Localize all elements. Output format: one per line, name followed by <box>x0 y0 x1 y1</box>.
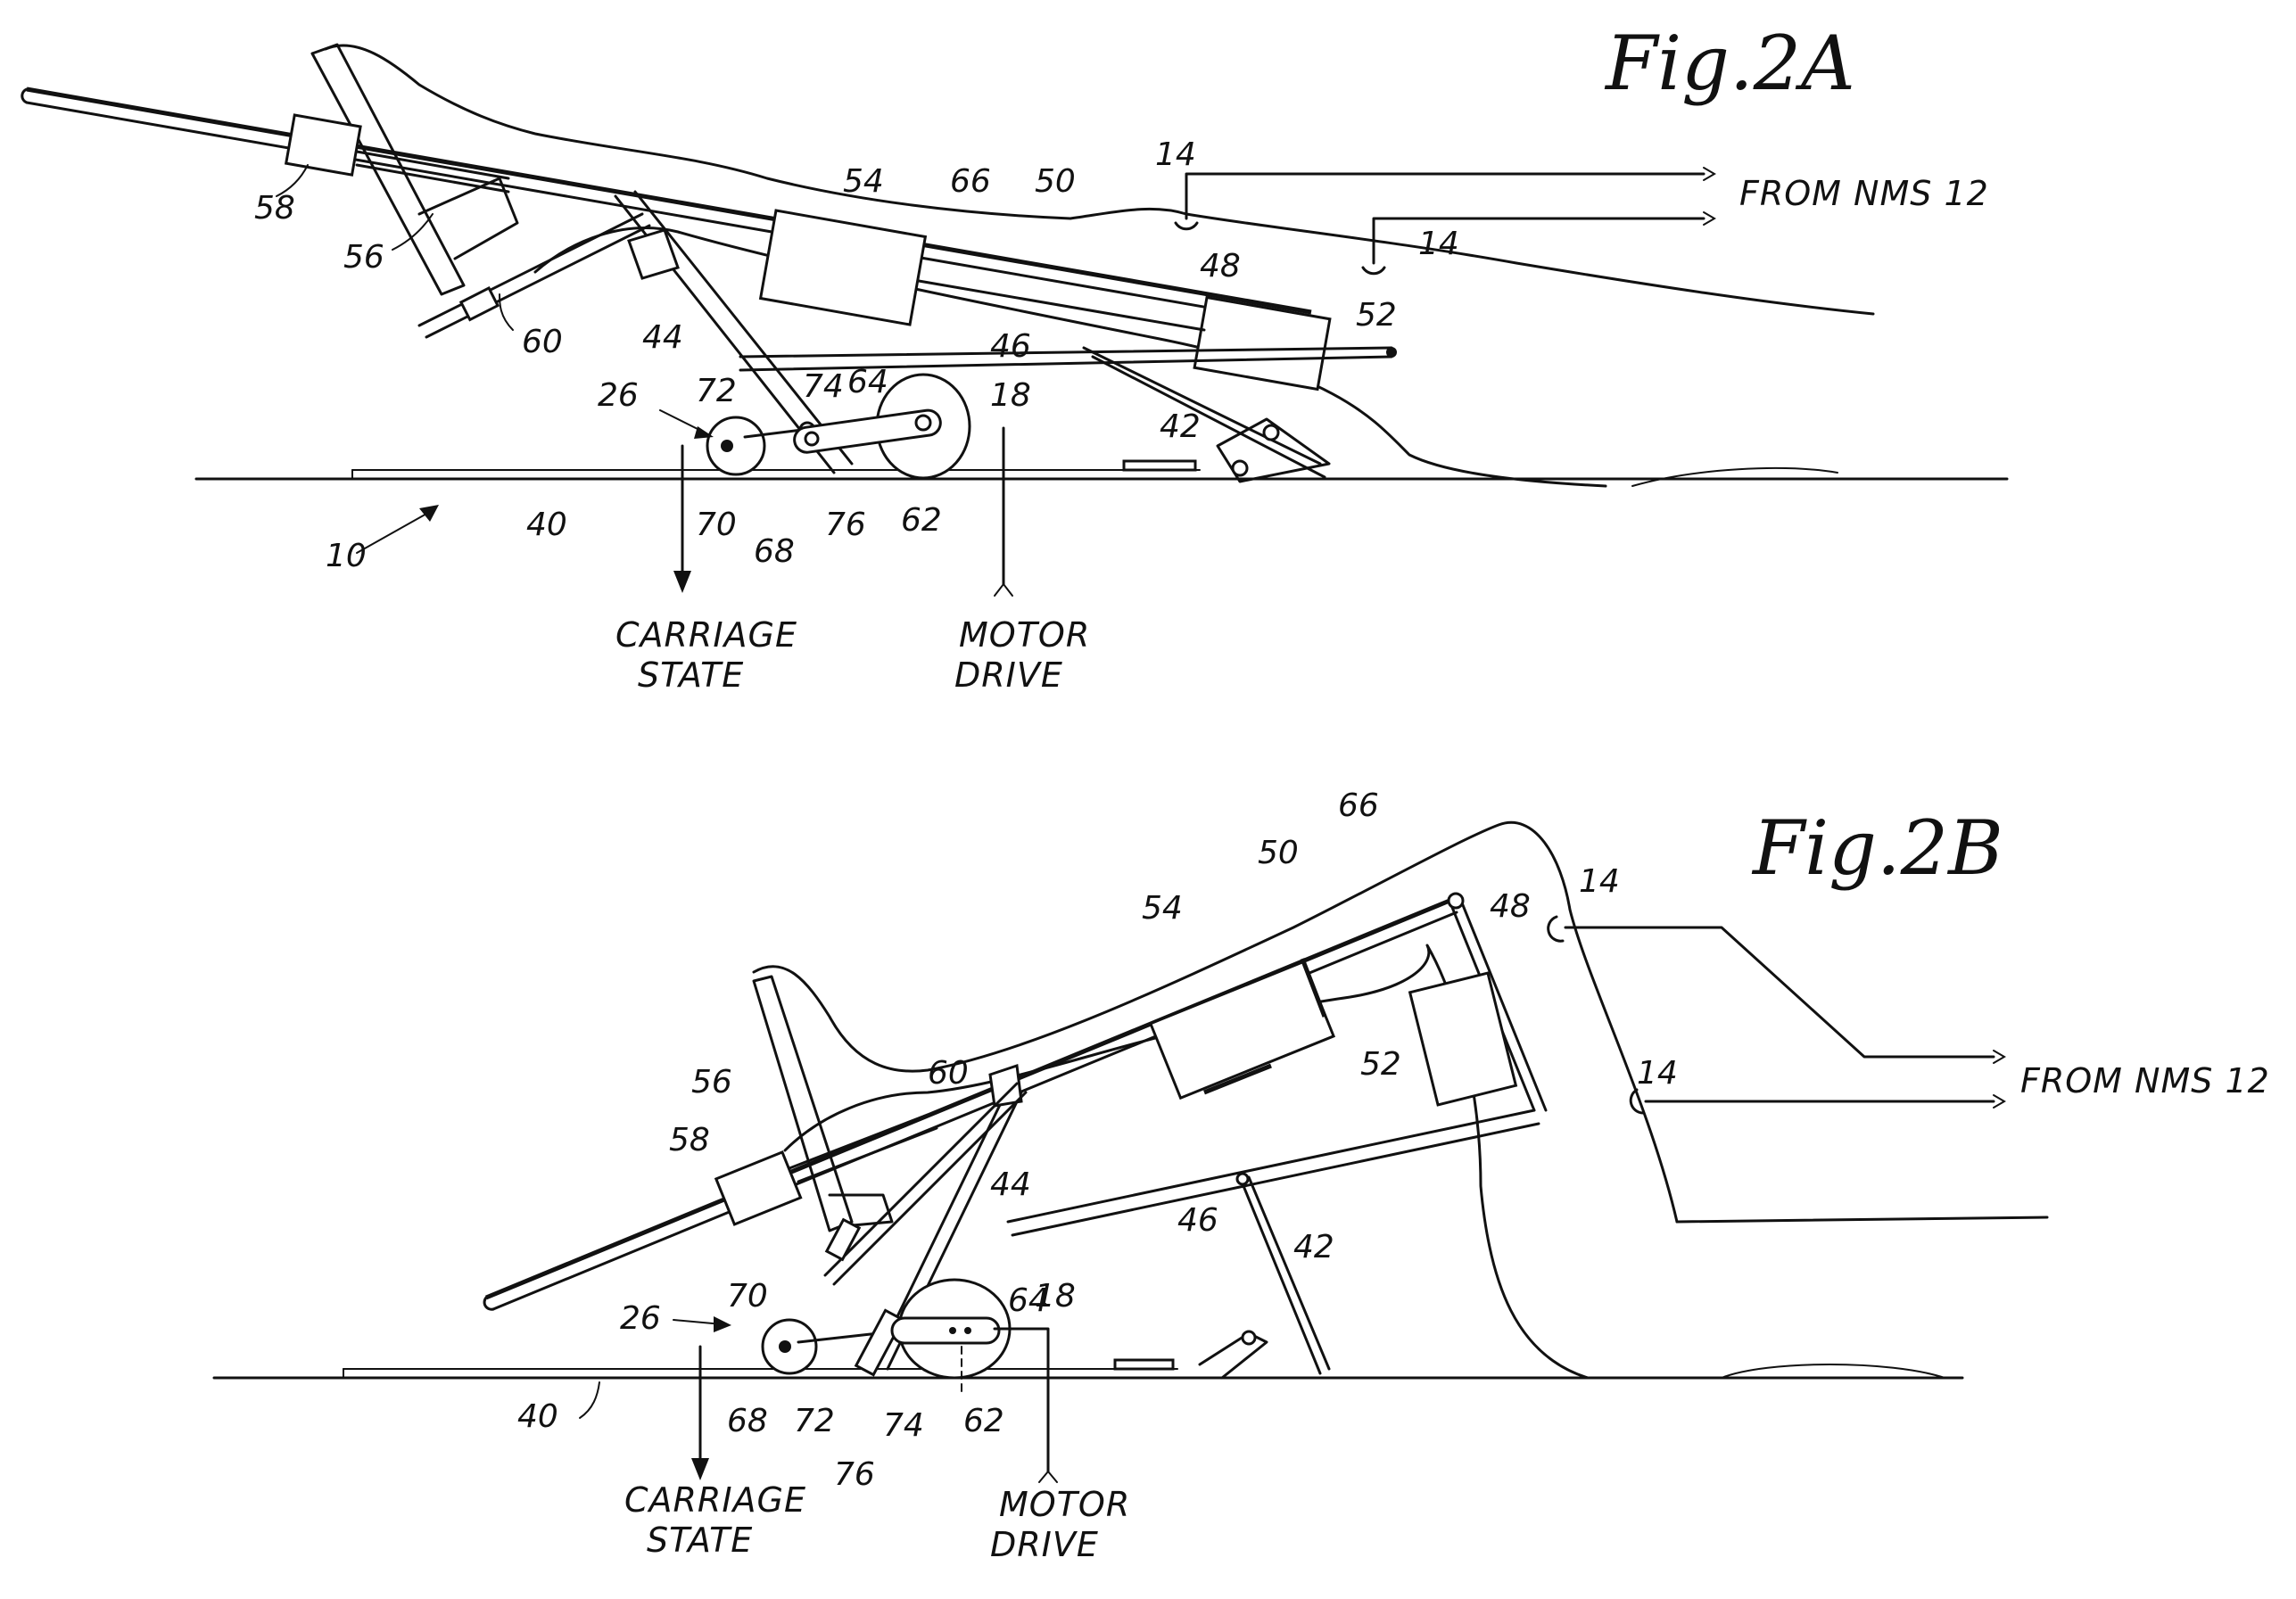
label-58-b: 58 <box>669 1122 710 1158</box>
label-60: 60 <box>522 324 563 360</box>
label-40-b: 40 <box>517 1398 558 1435</box>
label-26: 26 <box>598 377 639 414</box>
label-18: 18 <box>990 377 1031 414</box>
label-62-b: 62 <box>963 1403 1004 1439</box>
label-44: 44 <box>642 319 683 356</box>
motor-18-b <box>892 1280 1010 1391</box>
figure-2b: Fig.2B <box>214 787 2270 1564</box>
figure-2b-title: Fig.2B <box>1751 804 2003 892</box>
label-46-b: 46 <box>1177 1202 1218 1239</box>
label-40: 40 <box>526 507 567 543</box>
label-68-b: 68 <box>727 1403 768 1439</box>
motor-drive-line2: DRIVE <box>954 655 1063 695</box>
label-18-b: 18 <box>1035 1278 1076 1315</box>
figure-2a: Fig.2A <box>22 20 2007 695</box>
label-56-b: 56 <box>691 1064 732 1100</box>
nms-source-label: FROM NMS 12 <box>1739 174 1989 213</box>
label-62: 62 <box>901 502 942 539</box>
label-72-b: 72 <box>794 1403 835 1439</box>
carriage-state-line2-b: STATE <box>647 1521 753 1560</box>
figure-2a-title: Fig.2A <box>1604 20 1855 107</box>
label-42: 42 <box>1160 408 1201 445</box>
label-56: 56 <box>343 239 384 276</box>
label-14a-b: 14 <box>1579 863 1620 900</box>
label-14b: 14 <box>1418 226 1459 262</box>
label-74-b: 74 <box>883 1407 924 1444</box>
label-76-b: 76 <box>834 1456 875 1493</box>
label-60-b: 60 <box>928 1055 969 1092</box>
nms-source-label-b: FROM NMS 12 <box>2020 1061 2270 1100</box>
motor-drive-line1-b: MOTOR <box>999 1485 1130 1524</box>
label-70-b: 70 <box>727 1278 768 1315</box>
label-14b-b: 14 <box>1637 1055 1678 1092</box>
label-26-b: 26 <box>620 1300 661 1337</box>
carriage-state-line1-b: CARRIAGE <box>624 1480 806 1520</box>
label-70: 70 <box>696 507 737 543</box>
label-44-b: 44 <box>990 1166 1031 1203</box>
label-58: 58 <box>254 190 295 227</box>
label-54-b: 54 <box>1142 890 1183 927</box>
label-66: 66 <box>950 163 991 200</box>
label-52: 52 <box>1356 297 1397 334</box>
label-46: 46 <box>990 328 1031 365</box>
label-48: 48 <box>1200 248 1241 284</box>
label-66-b: 66 <box>1338 787 1379 824</box>
label-54: 54 <box>843 163 884 200</box>
label-68: 68 <box>754 533 795 570</box>
carriage-wheel-68-b <box>763 1310 903 1374</box>
leg-outline <box>326 45 1873 486</box>
label-10: 10 <box>326 538 367 574</box>
nms-wires-b <box>691 917 2004 1482</box>
label-52-b: 52 <box>1360 1046 1401 1083</box>
motor-drive-line1: MOTOR <box>959 615 1090 655</box>
carriage-state-line1: CARRIAGE <box>615 615 797 655</box>
label-64: 64 <box>847 364 888 400</box>
carriage-state-line2: STATE <box>638 655 744 695</box>
leader-lines-2a <box>277 165 714 553</box>
label-74: 74 <box>803 368 844 405</box>
label-72: 72 <box>696 373 737 409</box>
base-rail-40-b <box>214 1360 1962 1378</box>
label-48-b: 48 <box>1490 888 1531 925</box>
label-76: 76 <box>825 507 866 543</box>
label-50: 50 <box>1035 163 1076 200</box>
label-14a: 14 <box>1155 136 1196 173</box>
motor-drive-line2-b: DRIVE <box>990 1525 1099 1564</box>
label-50-b: 50 <box>1258 835 1299 871</box>
label-42-b: 42 <box>1293 1229 1334 1265</box>
reference-labels-2a: 58 56 60 44 54 66 50 14 48 14 52 46 42 1… <box>254 136 1989 695</box>
